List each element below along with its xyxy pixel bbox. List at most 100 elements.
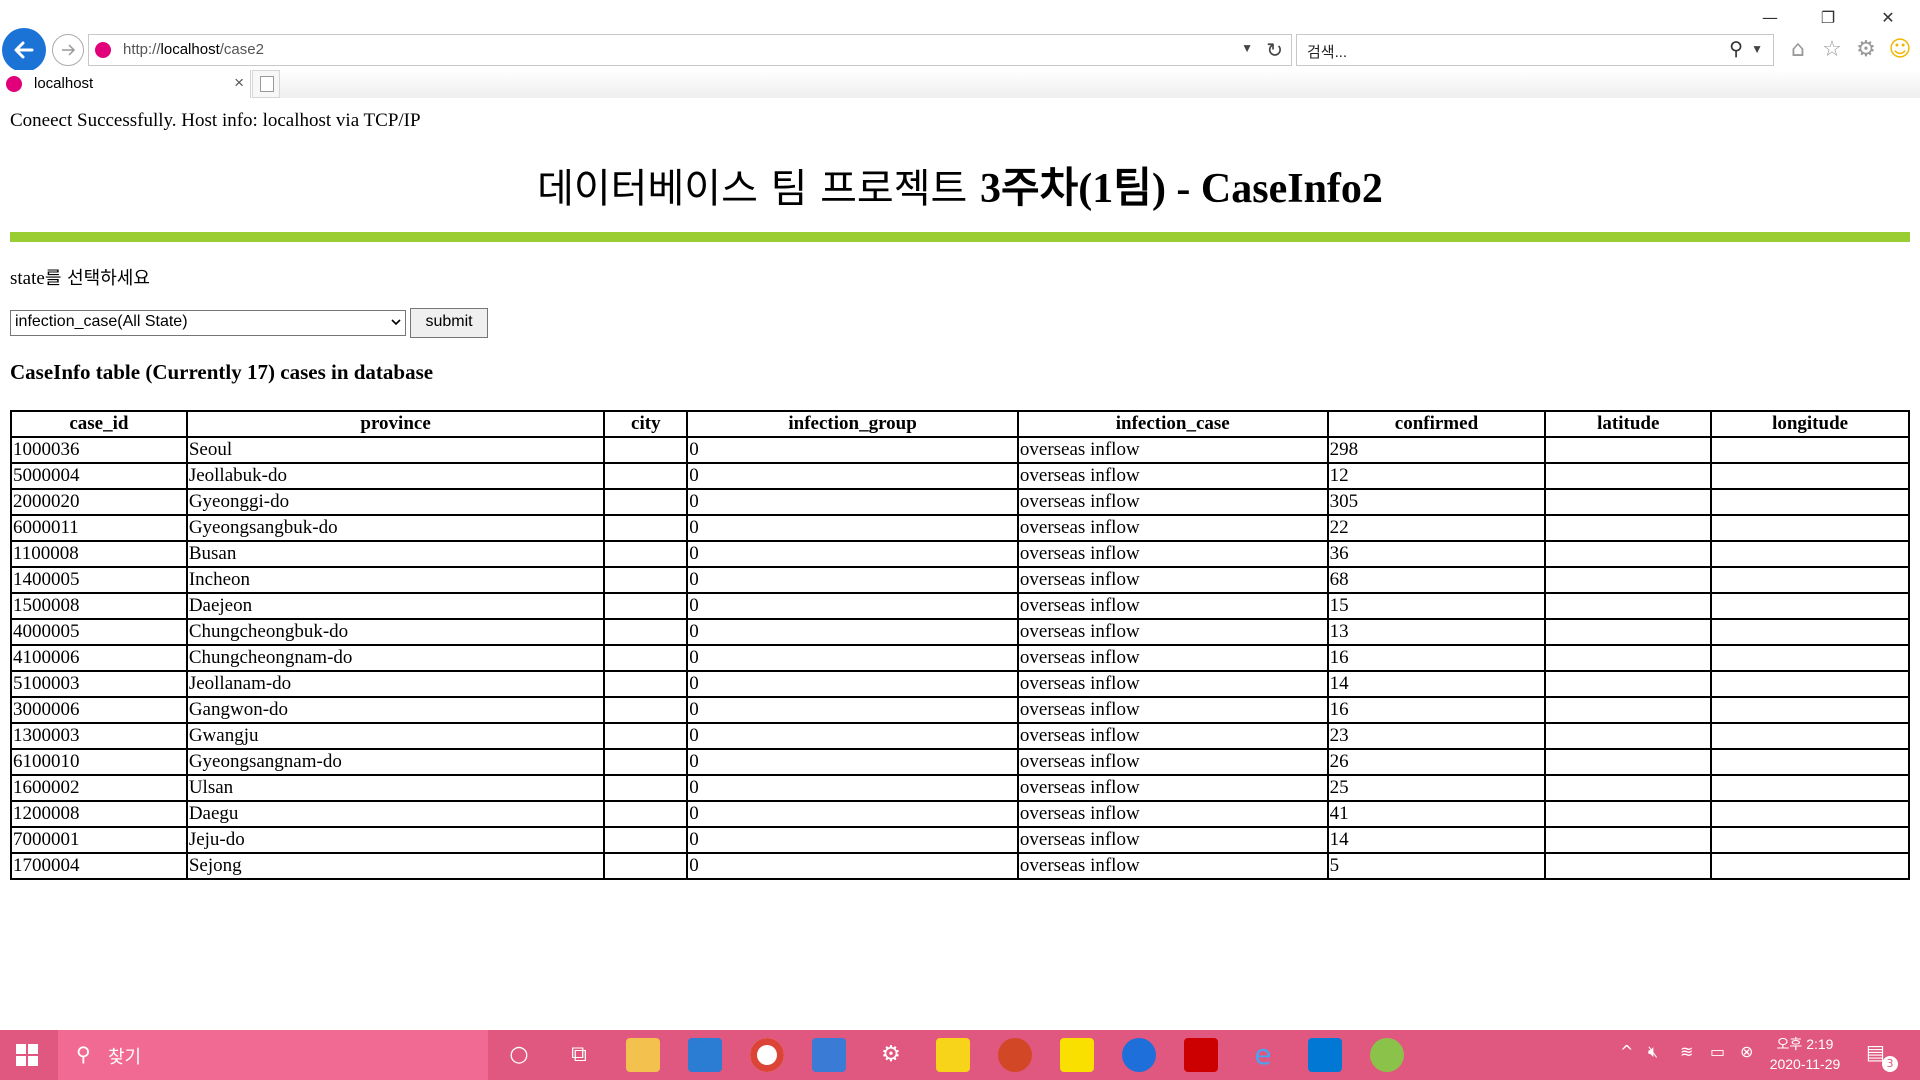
- table-cell-infection-case: overseas inflow: [1017, 619, 1328, 645]
- table-cell-infection-case: overseas inflow: [1017, 489, 1328, 515]
- table-cell-province: Daejeon: [186, 593, 605, 619]
- table-cell-city: [604, 515, 688, 541]
- table-row: 7000001 Jeju-do 0 overseas inflow 14: [11, 827, 1909, 853]
- network-disconnected-icon[interactable]: ⊗: [1740, 1042, 1754, 1061]
- favorites-star-icon[interactable]: ☆: [1822, 37, 1842, 62]
- table-cell-case-id: 3000006: [11, 697, 187, 723]
- table-cell-longitude: [1711, 463, 1909, 489]
- submit-button[interactable]: submit: [410, 308, 488, 338]
- tab-close-icon[interactable]: ×: [234, 73, 244, 92]
- table-cell-longitude: [1711, 541, 1909, 567]
- table-cell-longitude: [1711, 489, 1909, 515]
- tray-chevron-icon[interactable]: ^: [1620, 1042, 1634, 1061]
- search-icon[interactable]: ⚲: [1729, 39, 1743, 60]
- minimize-button[interactable]: —: [1762, 8, 1778, 27]
- powerpoint-icon[interactable]: [998, 1038, 1032, 1072]
- cortana-icon[interactable]: ○: [509, 1042, 529, 1067]
- taskbar-clock[interactable]: 오후 2:19 2020-11-29: [1760, 1034, 1850, 1074]
- table-cell-latitude: [1545, 671, 1712, 697]
- address-dropdown-icon[interactable]: ▼: [1241, 41, 1253, 55]
- new-tab-button[interactable]: [252, 70, 280, 98]
- table-cell-infection-group: 0: [687, 593, 1018, 619]
- table-cell-confirmed: 22: [1327, 515, 1546, 541]
- table-cell-longitude: [1711, 853, 1909, 879]
- restore-button[interactable]: ❐: [1820, 8, 1836, 27]
- table-cell-infection-group: 0: [687, 749, 1018, 775]
- table-cell-case-id: 1200008: [11, 801, 187, 827]
- taskbar-search[interactable]: ⚲ 찾기: [58, 1030, 488, 1080]
- feedback-smiley-icon[interactable]: ☺: [1888, 37, 1912, 62]
- table-cell-infection-group: 0: [687, 515, 1018, 541]
- table-row: 4000005 Chungcheongbuk-do 0 overseas inflow…: [11, 619, 1909, 645]
- table-cell-longitude: [1711, 671, 1909, 697]
- table-cell-infection-group: 0: [687, 489, 1018, 515]
- table-cell-province: Chungcheongnam-do: [186, 645, 605, 671]
- table-cell-province: Incheon: [186, 567, 605, 593]
- table-cell-latitude: [1545, 827, 1712, 853]
- chrome-icon[interactable]: [750, 1038, 784, 1072]
- select-prompt: state를 선택하세요: [10, 264, 150, 290]
- search-dropdown-icon[interactable]: ▼: [1751, 42, 1763, 56]
- table-cell-confirmed: 305: [1327, 489, 1546, 515]
- close-window-button[interactable]: ✕: [1881, 8, 1895, 27]
- kakaotalk-icon[interactable]: [1060, 1038, 1094, 1072]
- table-row: 1000036 Seoul 0 overseas inflow 298: [11, 437, 1909, 463]
- clock-date: 2020-11-29: [1769, 1056, 1841, 1072]
- table-cell-confirmed: 298: [1327, 437, 1546, 463]
- table-cell-case-id: 1100008: [11, 541, 187, 567]
- table-cell-confirmed: 16: [1327, 645, 1546, 671]
- table-row: 6100010 Gyeongsangnam-do 0 overseas inflow 2…: [11, 749, 1909, 775]
- table-cell-infection-group: 0: [687, 567, 1018, 593]
- internet-explorer-icon[interactable]: e: [1254, 1038, 1272, 1071]
- table-cell-city: [604, 827, 688, 853]
- browser-chrome: — ❐ ✕ http://localhost/case2 ▼ ↻ 검색... ⚲…: [0, 0, 1920, 98]
- vscode-icon[interactable]: [1308, 1038, 1342, 1072]
- wifi-icon[interactable]: ≋: [1680, 1042, 1694, 1061]
- address-bar[interactable]: http://localhost/case2 ▼ ↻: [88, 34, 1292, 66]
- start-button[interactable]: [16, 1044, 38, 1066]
- table-cell-confirmed: 12: [1327, 463, 1546, 489]
- home-icon[interactable]: ⌂: [1791, 37, 1805, 62]
- back-button[interactable]: [2, 28, 46, 72]
- table-cell-longitude: [1711, 567, 1909, 593]
- column-header: infection_case: [1017, 411, 1328, 437]
- table-cell-confirmed: 16: [1327, 697, 1546, 723]
- table-row: 4100006 Chungcheongnam-do 0 overseas inflow…: [11, 645, 1909, 671]
- table-cell-latitude: [1545, 697, 1712, 723]
- table-cell-province: Seoul: [186, 437, 605, 463]
- table-cell-city: [604, 593, 688, 619]
- column-header: infection_group: [687, 411, 1018, 437]
- mail-icon[interactable]: [688, 1038, 722, 1072]
- settings-gear-icon[interactable]: ⚙: [881, 1042, 901, 1067]
- table-cell-city: [604, 723, 688, 749]
- table-cell-longitude: [1711, 775, 1909, 801]
- battery-icon[interactable]: ▭: [1710, 1042, 1726, 1061]
- table-cell-province: Daegu: [186, 801, 605, 827]
- refresh-icon[interactable]: ↻: [1266, 40, 1283, 62]
- column-header: latitude: [1545, 411, 1712, 437]
- task-view-icon[interactable]: ⧉: [571, 1042, 587, 1067]
- table-cell-infection-case: overseas inflow: [1017, 463, 1328, 489]
- settings-gear-icon[interactable]: ⚙: [1856, 37, 1876, 62]
- forward-button[interactable]: [52, 34, 84, 66]
- sticky-notes-icon[interactable]: [936, 1038, 970, 1072]
- paint-icon[interactable]: [1370, 1038, 1404, 1072]
- file-explorer-icon[interactable]: [626, 1038, 660, 1072]
- state-select[interactable]: infection_case(All State): [10, 310, 406, 336]
- acrobat-icon[interactable]: [1184, 1038, 1218, 1072]
- table-cell-case-id: 6000011: [11, 515, 187, 541]
- back-arrow-icon: [14, 41, 34, 59]
- app-arrow-icon[interactable]: [1122, 1038, 1156, 1072]
- volume-muted-icon[interactable]: 🔇︎: [1648, 1042, 1659, 1061]
- browser-search-box[interactable]: 검색... ⚲ ▼: [1296, 34, 1774, 66]
- table-row: 1200008 Daegu 0 overseas inflow 41: [11, 801, 1909, 827]
- table-cell-latitude: [1545, 749, 1712, 775]
- table-cell-confirmed: 15: [1327, 593, 1546, 619]
- notification-center-icon[interactable]: ▤ 3: [1866, 1040, 1898, 1072]
- table-cell-case-id: 4000005: [11, 619, 187, 645]
- store-icon[interactable]: [812, 1038, 846, 1072]
- forward-arrow-icon: [62, 44, 76, 56]
- table-cell-latitude: [1545, 723, 1712, 749]
- browser-tab[interactable]: localhost ×: [0, 70, 251, 98]
- search-placeholder: 검색...: [1307, 44, 1348, 61]
